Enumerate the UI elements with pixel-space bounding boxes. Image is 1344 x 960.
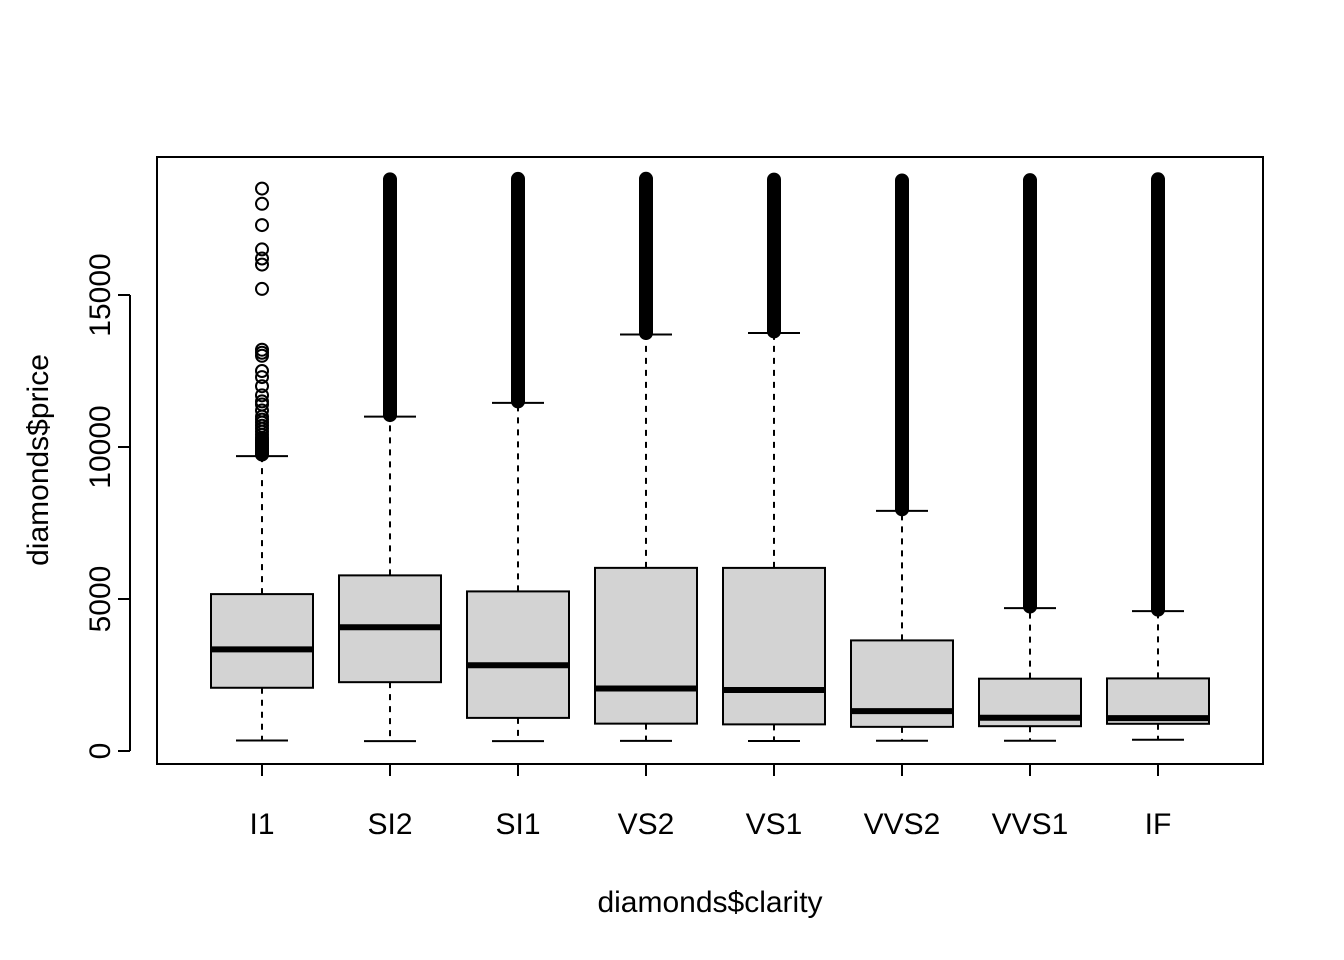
outlier-vvs2-270: [895, 173, 909, 188]
box-group-vs2: [594, 171, 698, 742]
outlier-if-354: [1151, 172, 1165, 187]
outlier-i1-22: [255, 388, 269, 403]
box-group-i1: [210, 181, 314, 742]
box-group-vs1: [722, 172, 826, 743]
outlier-i1-30: [255, 257, 269, 272]
outlier-i1-33: [255, 218, 269, 233]
outlier-i1-32: [255, 242, 269, 257]
x-axis-title: diamonds$clarity: [597, 886, 822, 919]
x-tick-label-if: IF: [1145, 808, 1172, 841]
x-tick-label-vs1: VS1: [746, 808, 803, 841]
x-tick-label-i1: I1: [249, 808, 274, 841]
box-vs1: [722, 566, 826, 726]
x-tick-label-si1: SI1: [495, 808, 540, 841]
outlier-i1-23: [255, 379, 269, 394]
outlier-si1-183: [511, 171, 525, 186]
box-group-si1: [466, 171, 570, 743]
y-axis-title: diamonds$price: [22, 354, 55, 566]
x-tick-label-si2: SI2: [367, 808, 412, 841]
box-group-si2: [338, 172, 442, 743]
box-si1: [466, 590, 570, 719]
box-group-vvs2: [850, 173, 954, 742]
boxes-layer: [210, 171, 1210, 743]
box-i1: [210, 593, 314, 689]
y-axis: 0 5000 10000 15000: [84, 253, 131, 760]
y-tick-label-5000: 5000: [84, 566, 117, 633]
box-group-vvs1: [978, 173, 1082, 742]
y-tick-label-15000: 15000: [84, 253, 117, 336]
outlier-i1-21: [255, 394, 269, 409]
outlier-i1-19: [255, 403, 269, 418]
outlier-vs1-125: [767, 172, 781, 187]
box-vs2: [594, 566, 698, 725]
y-tick-label-0: 0: [84, 743, 117, 760]
outlier-vs2-127: [639, 171, 653, 186]
outlier-i1-35: [255, 181, 269, 196]
outlier-vvs1-351: [1023, 173, 1037, 188]
x-tick-label-vs2: VS2: [618, 808, 675, 841]
outlier-i1-24: [255, 370, 269, 385]
outlier-i1-29: [255, 281, 269, 296]
plot-frame: [156, 156, 1264, 765]
x-axis: I1 SI2 SI1 VS2 VS1 VVS2 VVS1 IF: [249, 763, 1172, 841]
outlier-i1-25: [255, 364, 269, 378]
box-group-if: [1106, 172, 1210, 741]
outlier-i1-28: [255, 342, 269, 357]
outlier-si2-194: [383, 172, 397, 187]
y-tick-label-10000: 10000: [84, 405, 117, 488]
outlier-i1-31: [255, 251, 269, 266]
outlier-i1-34: [255, 196, 269, 211]
x-tick-label-vvs1: VVS1: [992, 808, 1069, 841]
x-tick-label-vvs2: VVS2: [864, 808, 941, 841]
